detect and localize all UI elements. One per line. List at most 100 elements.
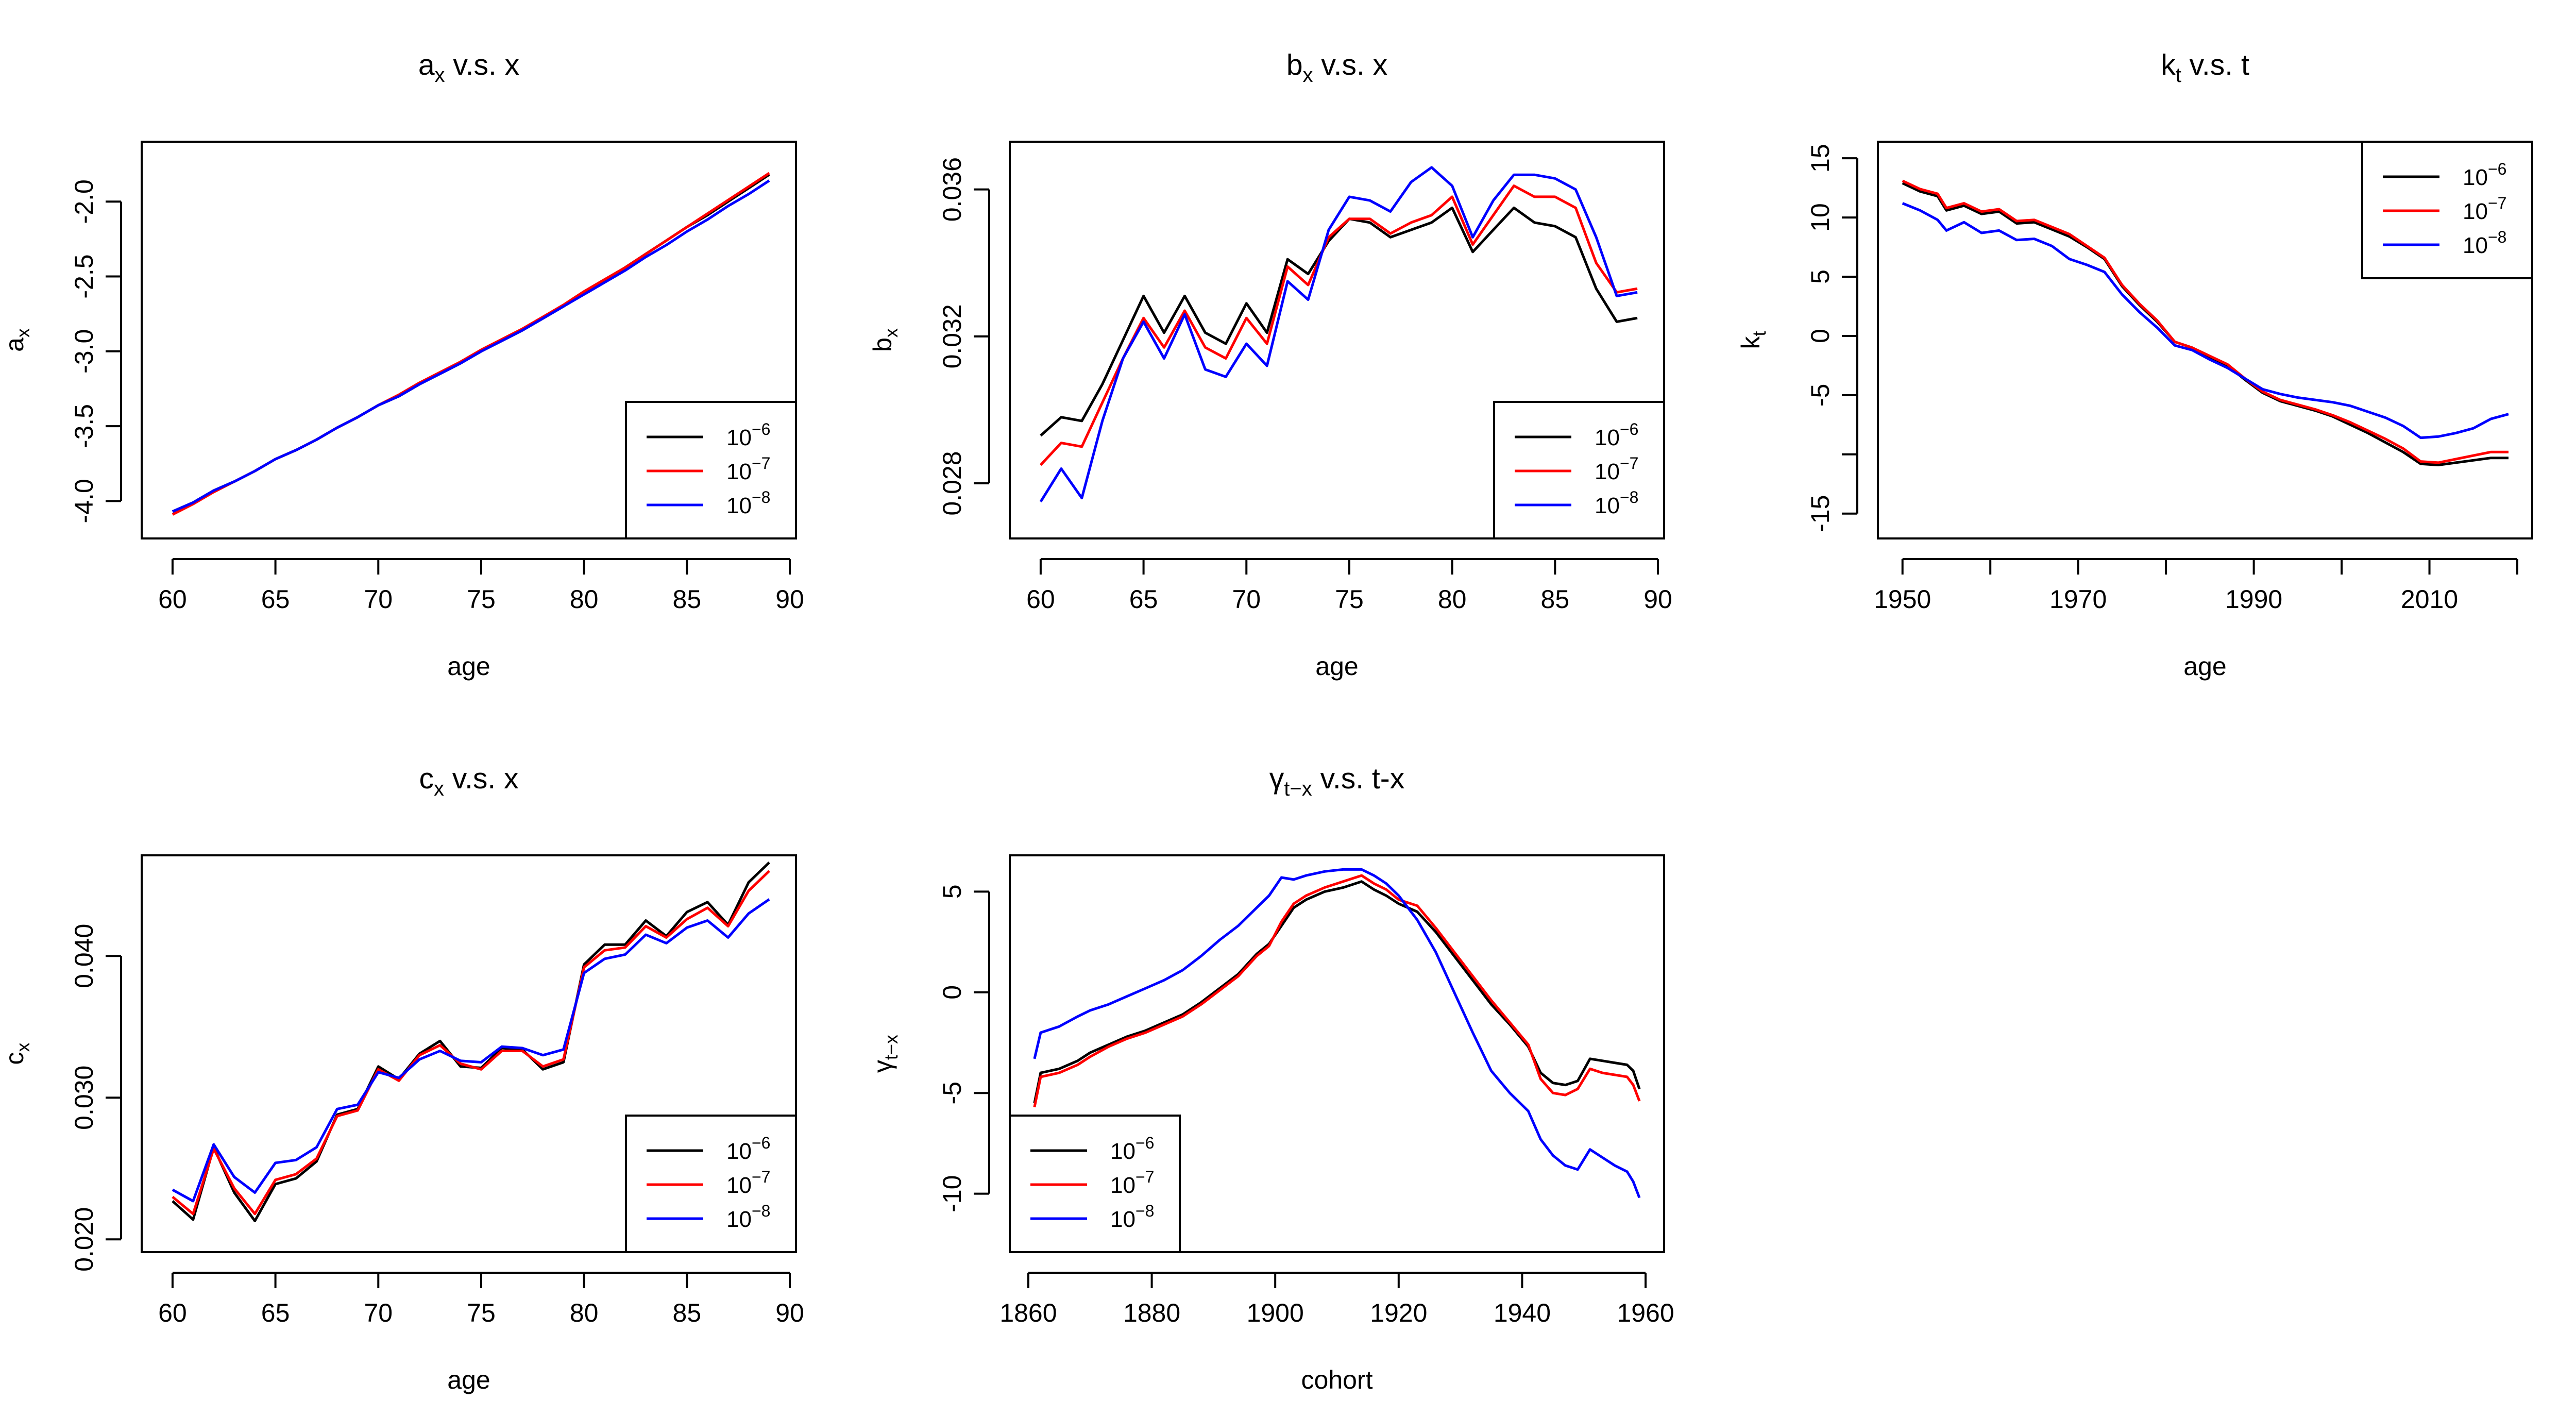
ylabel-main: k (1736, 336, 1765, 349)
legend-label-6: 10−6 (2463, 160, 2506, 190)
y-tick-label: 0 (938, 985, 967, 1000)
legend-ax: 10−610−710−8 (625, 401, 797, 539)
title-main: c (419, 762, 434, 795)
y-tick-label: 15 (1806, 144, 1835, 173)
legend-base: 10 (726, 1207, 752, 1232)
y-axis-label-ax: ax (0, 328, 33, 352)
title-sub: t−x (1284, 778, 1312, 800)
y-tick-label: 0.028 (938, 451, 967, 515)
y-axis-kt: -15 -5 0 5 10 15 kt (1736, 144, 1858, 532)
chart-title-bx: bx v.s. x (1286, 48, 1387, 87)
y-axis-label-kt: kt (1736, 331, 1770, 349)
legend-base: 10 (1595, 459, 1620, 484)
legend-cx: 10−610−710−8 (625, 1115, 797, 1253)
ylabel-main: c (0, 1052, 29, 1065)
legend-label-8: 10−8 (2463, 228, 2506, 258)
legend-label-8: 10−8 (726, 1202, 770, 1232)
y-tick-label: 5 (1806, 269, 1835, 284)
title-main: a (418, 48, 435, 81)
ylabel-main: a (0, 338, 29, 352)
x-tick-label: 80 (570, 585, 599, 614)
legend-base: 10 (726, 1173, 752, 1198)
chart-cx: cx v.s. x60 65 70 75 80 85 90age0.0200.0300.04… (0, 762, 804, 1394)
y-tick-label: 0.036 (938, 157, 967, 222)
legend-base: 10 (1595, 425, 1620, 450)
y-tick-label: 0.040 (70, 924, 98, 988)
x-tick-label: 1920 (1370, 1298, 1427, 1327)
legend-exp: −7 (1620, 454, 1638, 473)
legend-base: 10 (2463, 233, 2488, 258)
title-rest: v.s. x (445, 48, 520, 81)
plot-frame-cx (141, 854, 797, 1253)
x-tick-label: 1940 (1494, 1298, 1551, 1327)
legend-base: 10 (726, 1139, 752, 1164)
ylabel-sub: t−x (880, 1035, 902, 1060)
series-line-bx-8 (1039, 166, 1638, 503)
legend-base: 10 (1110, 1139, 1136, 1164)
plot-frame-kt (1877, 141, 2533, 539)
x-tick-label: 1960 (1617, 1298, 1674, 1327)
series-line-gamma-7 (1033, 874, 1641, 1108)
ylabel-sub: x (12, 1043, 33, 1052)
y-tick-label: -15 (1806, 495, 1835, 532)
legend-label-7: 10−7 (1110, 1168, 1154, 1198)
legend-label-7: 10−7 (726, 454, 770, 484)
x-tick-label: 1970 (2049, 585, 2107, 614)
legend-label-8: 10−8 (726, 488, 770, 518)
y-axis-bx: 0.028 0.032 0.036 bx (868, 157, 990, 516)
chart-title-gamma: γt−x v.s. t-x (1269, 762, 1404, 800)
series-line-cx-8 (172, 898, 770, 1203)
legend-exp: −6 (2488, 160, 2506, 178)
x-tick-label: 75 (467, 585, 496, 614)
y-tick-label: -2.0 (70, 179, 98, 224)
x-tick-label: 90 (1643, 585, 1672, 614)
y-tick-label: 10 (1806, 203, 1835, 232)
x-axis-label-kt: age (2183, 652, 2226, 681)
y-tick-label: -5 (938, 1082, 967, 1104)
legend-base: 10 (726, 493, 752, 518)
y-tick-label: 5 (938, 884, 967, 899)
x-tick-label: 70 (1232, 585, 1261, 614)
x-tick-label: 65 (261, 585, 290, 614)
legend-label-6: 10−6 (726, 1134, 770, 1164)
x-tick-label: 70 (364, 1298, 393, 1327)
y-axis-label-cx: cx (0, 1043, 33, 1065)
legend-exp: −7 (752, 1168, 770, 1186)
legend-exp: −7 (2488, 194, 2506, 212)
legend-exp: −7 (1136, 1168, 1154, 1186)
title-sub: x (434, 778, 444, 800)
legend-base: 10 (2463, 165, 2488, 190)
y-tick-label: 0 (1806, 329, 1835, 343)
title-main: γ (1269, 762, 1284, 795)
legend-label-7: 10−7 (1595, 454, 1638, 484)
x-tick-label: 90 (775, 1298, 804, 1327)
chart-ax: ax v.s. x60 65 70 75 80 85 90age-4.0-3.5-3.0-2… (0, 48, 804, 681)
y-axis-gamma: -10 -5 0 5 γt−x (868, 884, 990, 1212)
x-tick-label: 75 (1335, 585, 1364, 614)
x-axis-bx: 60 65 70 75 80 85 90 age (1026, 558, 1672, 681)
legend-base: 10 (726, 425, 752, 450)
legend-base: 10 (2463, 199, 2488, 224)
x-axis-label-ax: age (447, 652, 490, 681)
series-line-cx-7 (172, 870, 770, 1216)
y-tick-label: 0.032 (938, 304, 967, 368)
ylabel-sub: x (880, 328, 902, 338)
legend-exp: −7 (752, 454, 770, 473)
chart-bx: bx v.s. x60 65 70 75 80 85 90age0.0280.0320.03… (868, 48, 1672, 681)
x-tick-label: 1950 (1874, 585, 1931, 614)
x-tick-label: 60 (158, 1298, 187, 1327)
series-line-gamma-6 (1033, 880, 1641, 1104)
y-tick-label: -3.0 (70, 329, 98, 374)
legend-base: 10 (726, 459, 752, 484)
series-line-bx-6 (1040, 206, 1638, 437)
y-tick-label: -2.5 (70, 254, 98, 298)
series-line-kt-8 (1902, 202, 2509, 440)
title-rest: v.s. t-x (1312, 762, 1404, 795)
legend-exp: −6 (1136, 1134, 1154, 1152)
series-line-kt-7 (1902, 179, 2509, 464)
title-rest: v.s. x (1313, 48, 1388, 81)
ylabel-sub: t (1749, 331, 1770, 336)
x-tick-label: 60 (1026, 585, 1055, 614)
